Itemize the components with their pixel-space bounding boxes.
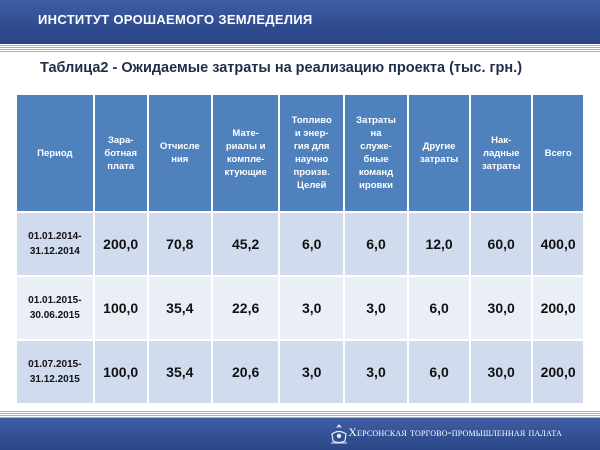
table-cell: 60,0: [471, 213, 532, 275]
table-cell: 200,0: [94, 213, 147, 275]
column-header: Нак-ладные затраты: [471, 95, 532, 211]
table-header-row: Период Зара-ботная плата Отчисле ния Мате-…: [17, 95, 583, 211]
table-cell-period: 01.07.2015- 31.12.2015: [17, 341, 93, 403]
table-row: 01.01.2015- 30.06.2015 100,0 35,4 22,6 3,…: [17, 277, 583, 339]
table-cell-period: 01.01.2015- 30.06.2015: [17, 277, 93, 339]
table-cell: 35,4: [148, 277, 211, 339]
table-cell: 200,0: [533, 341, 583, 403]
table-cell: 70,8: [148, 213, 211, 275]
table-cell: 20,6: [212, 341, 279, 403]
column-header: Период: [17, 95, 93, 211]
table-cell: 200,0: [533, 277, 583, 339]
table-cell-period: 01.01.2014- 31.12.2014: [17, 213, 93, 275]
header-bar: ИНСТИТУТ ОРОШАЕМОГО ЗЕМЛЕДЕЛИЯ: [0, 0, 600, 44]
table-cell: 6,0: [344, 213, 408, 275]
column-header: Затраты на служе-бные команд ировки: [344, 95, 408, 211]
table-cell: 6,0: [280, 213, 343, 275]
table-cell: 6,0: [409, 341, 470, 403]
table-row: 01.01.2014- 31.12.2014 200,0 70,8 45,2 6,…: [17, 213, 583, 275]
table-cell: 400,0: [533, 213, 583, 275]
table-cell: 3,0: [344, 341, 408, 403]
institute-title: ИНСТИТУТ ОРОШАЕМОГО ЗЕМЛЕДЕЛИЯ: [38, 12, 313, 27]
table-cell: 22,6: [212, 277, 279, 339]
table-title: Таблица2 - Ожидаемые затраты на реализац…: [40, 60, 523, 76]
column-header: Другие затраты: [409, 95, 470, 211]
column-header: Отчисле ния: [148, 95, 211, 211]
table-cell: 12,0: [409, 213, 470, 275]
chamber-name: Херсонская торгово-промышленная палата: [348, 427, 562, 439]
column-header: Мате-риалы и компле-ктующие: [212, 95, 279, 211]
table-cell: 3,0: [280, 341, 343, 403]
table-cell: 30,0: [471, 277, 532, 339]
table-cell: 45,2: [212, 213, 279, 275]
column-header: Всего: [533, 95, 583, 211]
column-header: Зара-ботная плата: [94, 95, 147, 211]
header-divider: [0, 44, 600, 52]
table-cell: 3,0: [344, 277, 408, 339]
footer-bar: Херсонская торгово-промышленная палата: [0, 418, 600, 450]
costs-table: Период Зара-ботная плата Отчисле ния Мате-…: [15, 93, 585, 405]
table-row: 01.07.2015- 31.12.2015 100,0 35,4 20,6 3,…: [17, 341, 583, 403]
column-header: Топливо и энер-гия для научно произв. Целей: [280, 95, 343, 211]
table-cell: 100,0: [94, 277, 147, 339]
table-cell: 100,0: [94, 341, 147, 403]
chamber-emblem-icon: [331, 424, 347, 444]
table-cell: 30,0: [471, 341, 532, 403]
table-cell: 35,4: [148, 341, 211, 403]
table-cell: 3,0: [280, 277, 343, 339]
footer-divider: [0, 410, 600, 418]
table-cell: 6,0: [409, 277, 470, 339]
